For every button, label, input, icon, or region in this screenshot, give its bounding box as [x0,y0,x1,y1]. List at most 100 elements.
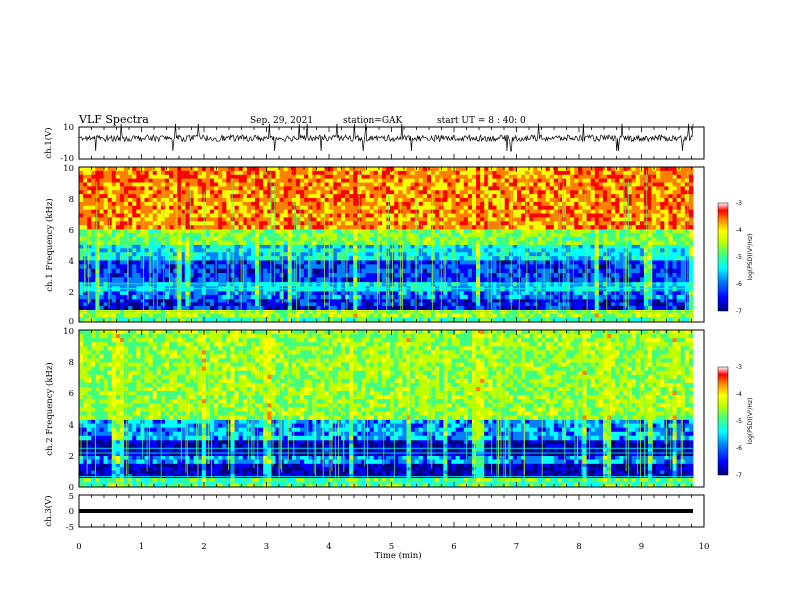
spectrogram-cell [549,260,555,265]
spectrogram-cell [119,260,125,265]
spectrogram-cell [414,256,420,261]
spectrogram-cell [87,264,92,270]
spectrogram-cell [103,305,109,310]
spectrogram-cell [504,174,510,180]
spectrogram-cell [119,277,125,283]
spectrogram-cell [328,256,334,261]
spectrogram-cell [340,302,346,307]
spectrogram-cell [471,190,477,195]
spectrogram-cell [394,273,399,278]
spectrogram-cell [336,232,342,238]
spectrogram-cell [484,260,489,265]
spectrogram-cell [226,232,231,238]
spectrogram-cell [218,244,223,249]
spectrogram-cell [537,298,542,303]
spectrogram-cell [537,213,542,218]
spectrogram-cell [316,252,321,257]
spectrogram-cell [418,298,424,303]
spectrogram-cell [250,232,256,238]
spectrogram-cell [234,194,240,199]
spectrogram-cell [365,277,371,283]
spectrogram-cell [480,178,485,183]
spectrogram-cell [402,178,407,183]
spectrogram-cell [373,170,379,176]
spectrogram-cell [246,174,252,180]
spectrogram-cell [455,236,461,242]
spectrogram-cell [373,186,379,191]
spectrogram-cell [566,186,571,191]
spectrogram-cell [324,260,330,265]
spectrogram-cell [259,178,264,183]
spectrogram-cell [340,229,346,234]
spectrogram-cell [406,178,411,183]
spectrogram-cell [132,252,137,257]
spectrogram-cell [332,302,338,307]
spectrogram-cell [156,302,162,307]
spectrogram-cell [308,264,313,270]
spectrogram-cell [549,178,555,183]
spectrogram-cell [136,194,141,199]
spectrogram-cell [222,205,227,211]
spectrogram-cell [451,178,456,183]
spectrogram-cell [271,277,276,283]
spectrogram-cell [516,198,522,203]
spectrogram-cell [500,198,506,203]
spectrogram-cell [496,232,502,238]
spectrogram-cell [255,205,260,211]
spectrogram-cell [263,256,268,261]
spectrogram-cell [87,305,92,310]
spectrogram-cell [578,221,583,226]
spectrogram-cell [218,291,223,296]
spectrogram-cell [500,170,506,176]
spectrogram-cell [512,232,518,238]
spectrogram-cell [578,167,583,172]
spectrogram-cell [467,225,473,230]
spectrogram-cell [148,174,154,180]
spectrogram-cell [308,205,313,211]
spectrogram-cell [431,170,436,176]
spectrogram-cell [279,221,285,226]
spectrogram-cell [197,273,203,278]
spectrogram-cell [516,209,522,214]
spectrogram-cell [516,229,522,234]
spectrogram-cell [386,178,391,183]
spectrogram-cell [426,244,432,249]
spectrogram-cell [152,260,158,265]
spectrogram-cell [169,256,174,261]
spectrogram-cell [557,252,563,257]
spectrogram-cell [152,252,158,257]
spectrogram-cell [218,260,223,265]
spectrogram-cell [124,298,129,303]
spectrogram-cell [209,273,215,278]
spectrogram-cell [181,273,186,278]
spectrogram-cell [480,221,485,226]
spectrogram-cell [259,305,264,310]
spectrogram-cell [402,268,407,274]
spectrogram-cell [271,221,276,226]
spectrogram-cell [169,186,174,191]
spectrogram-cell [205,244,211,249]
spectrogram-cell [234,240,240,245]
spectrogram-cell [476,240,481,245]
spectrogram-cell [492,273,497,278]
spectrogram-cell [459,252,465,257]
spectrogram-cell [394,167,399,172]
spectrogram-cell [410,209,416,214]
spectrogram-cell [361,194,366,199]
spectrogram-cell [521,236,526,242]
spectrogram-cell [185,277,190,283]
spectrogram-cell [160,198,166,203]
spectrogram-cell [263,209,268,214]
spectrogram-cell [353,236,358,242]
spectrogram-cell [557,198,563,203]
spectrogram-cell [377,217,383,222]
spectrogram-cell [181,205,186,211]
spectrogram-cell [197,264,203,270]
spectrogram-cell [533,240,538,245]
spectrogram-cell [320,248,325,253]
spectrogram-cell [361,317,366,322]
spectrogram-cell [259,232,264,238]
spectrogram-cell [471,182,477,187]
spectrogram-cell [480,225,485,230]
spectrogram-cell [87,186,92,191]
